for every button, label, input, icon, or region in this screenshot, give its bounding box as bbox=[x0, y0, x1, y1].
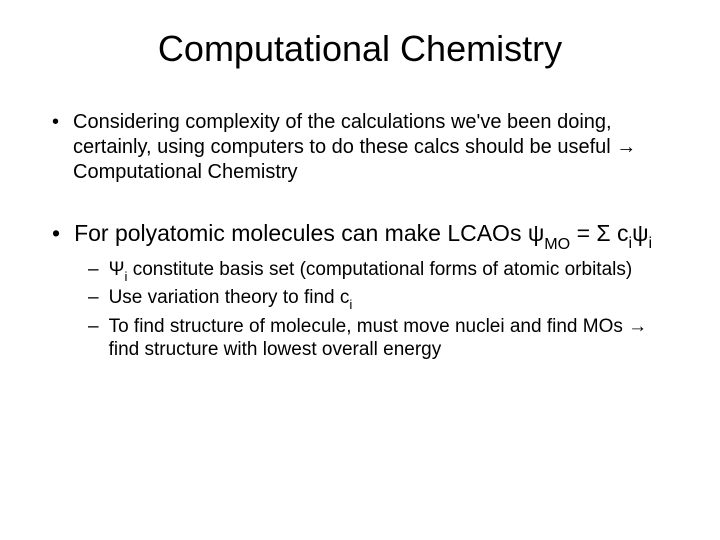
sub1-rest: constitute basis set (computational form… bbox=[127, 259, 632, 280]
sub-text: Ψi constitute basis set (computational f… bbox=[109, 258, 680, 284]
sub-text: Use variation theory to find ci bbox=[109, 286, 680, 312]
sub-item-2: – Use variation theory to find ci bbox=[88, 286, 680, 312]
bullet2-psi2: ψ bbox=[632, 220, 648, 246]
subscript-i: i bbox=[349, 297, 352, 312]
main-bullet-list: • Considering complexity of the calculat… bbox=[40, 110, 680, 252]
bullet2-prefix: For polyatomic molecules can make LCAOs … bbox=[74, 220, 544, 246]
dash-marker: – bbox=[88, 286, 99, 312]
sub-item-1: – Ψi constitute basis set (computational… bbox=[88, 258, 680, 284]
sub-item-3: – To find structure of molecule, must mo… bbox=[88, 315, 680, 363]
bullet-item-2: • For polyatomic molecules can make LCAO… bbox=[52, 219, 680, 252]
subscript-i: i bbox=[124, 269, 127, 284]
bullet-item-1: • Considering complexity of the calculat… bbox=[52, 110, 680, 185]
bullet-text: Considering complexity of the calculatio… bbox=[73, 110, 680, 185]
subscript-i2: i bbox=[649, 234, 653, 252]
slide-title: Computational Chemistry bbox=[40, 28, 680, 70]
dash-marker: – bbox=[88, 258, 99, 284]
bullet-marker: • bbox=[52, 219, 60, 252]
dash-marker: – bbox=[88, 315, 99, 363]
sub-text: To find structure of molecule, must move… bbox=[109, 315, 680, 363]
sub1-pre: Ψ bbox=[109, 259, 125, 280]
sub-bullet-list: – Ψi constitute basis set (computational… bbox=[40, 258, 680, 362]
bullet2-mid: = Σ c bbox=[570, 220, 628, 246]
bullet-marker: • bbox=[52, 110, 59, 185]
subscript-i: i bbox=[629, 234, 633, 252]
sub2-pre: Use variation theory to find c bbox=[109, 287, 350, 308]
bullet-text: For polyatomic molecules can make LCAOs … bbox=[74, 219, 680, 252]
subscript-mo: MO bbox=[544, 235, 570, 253]
